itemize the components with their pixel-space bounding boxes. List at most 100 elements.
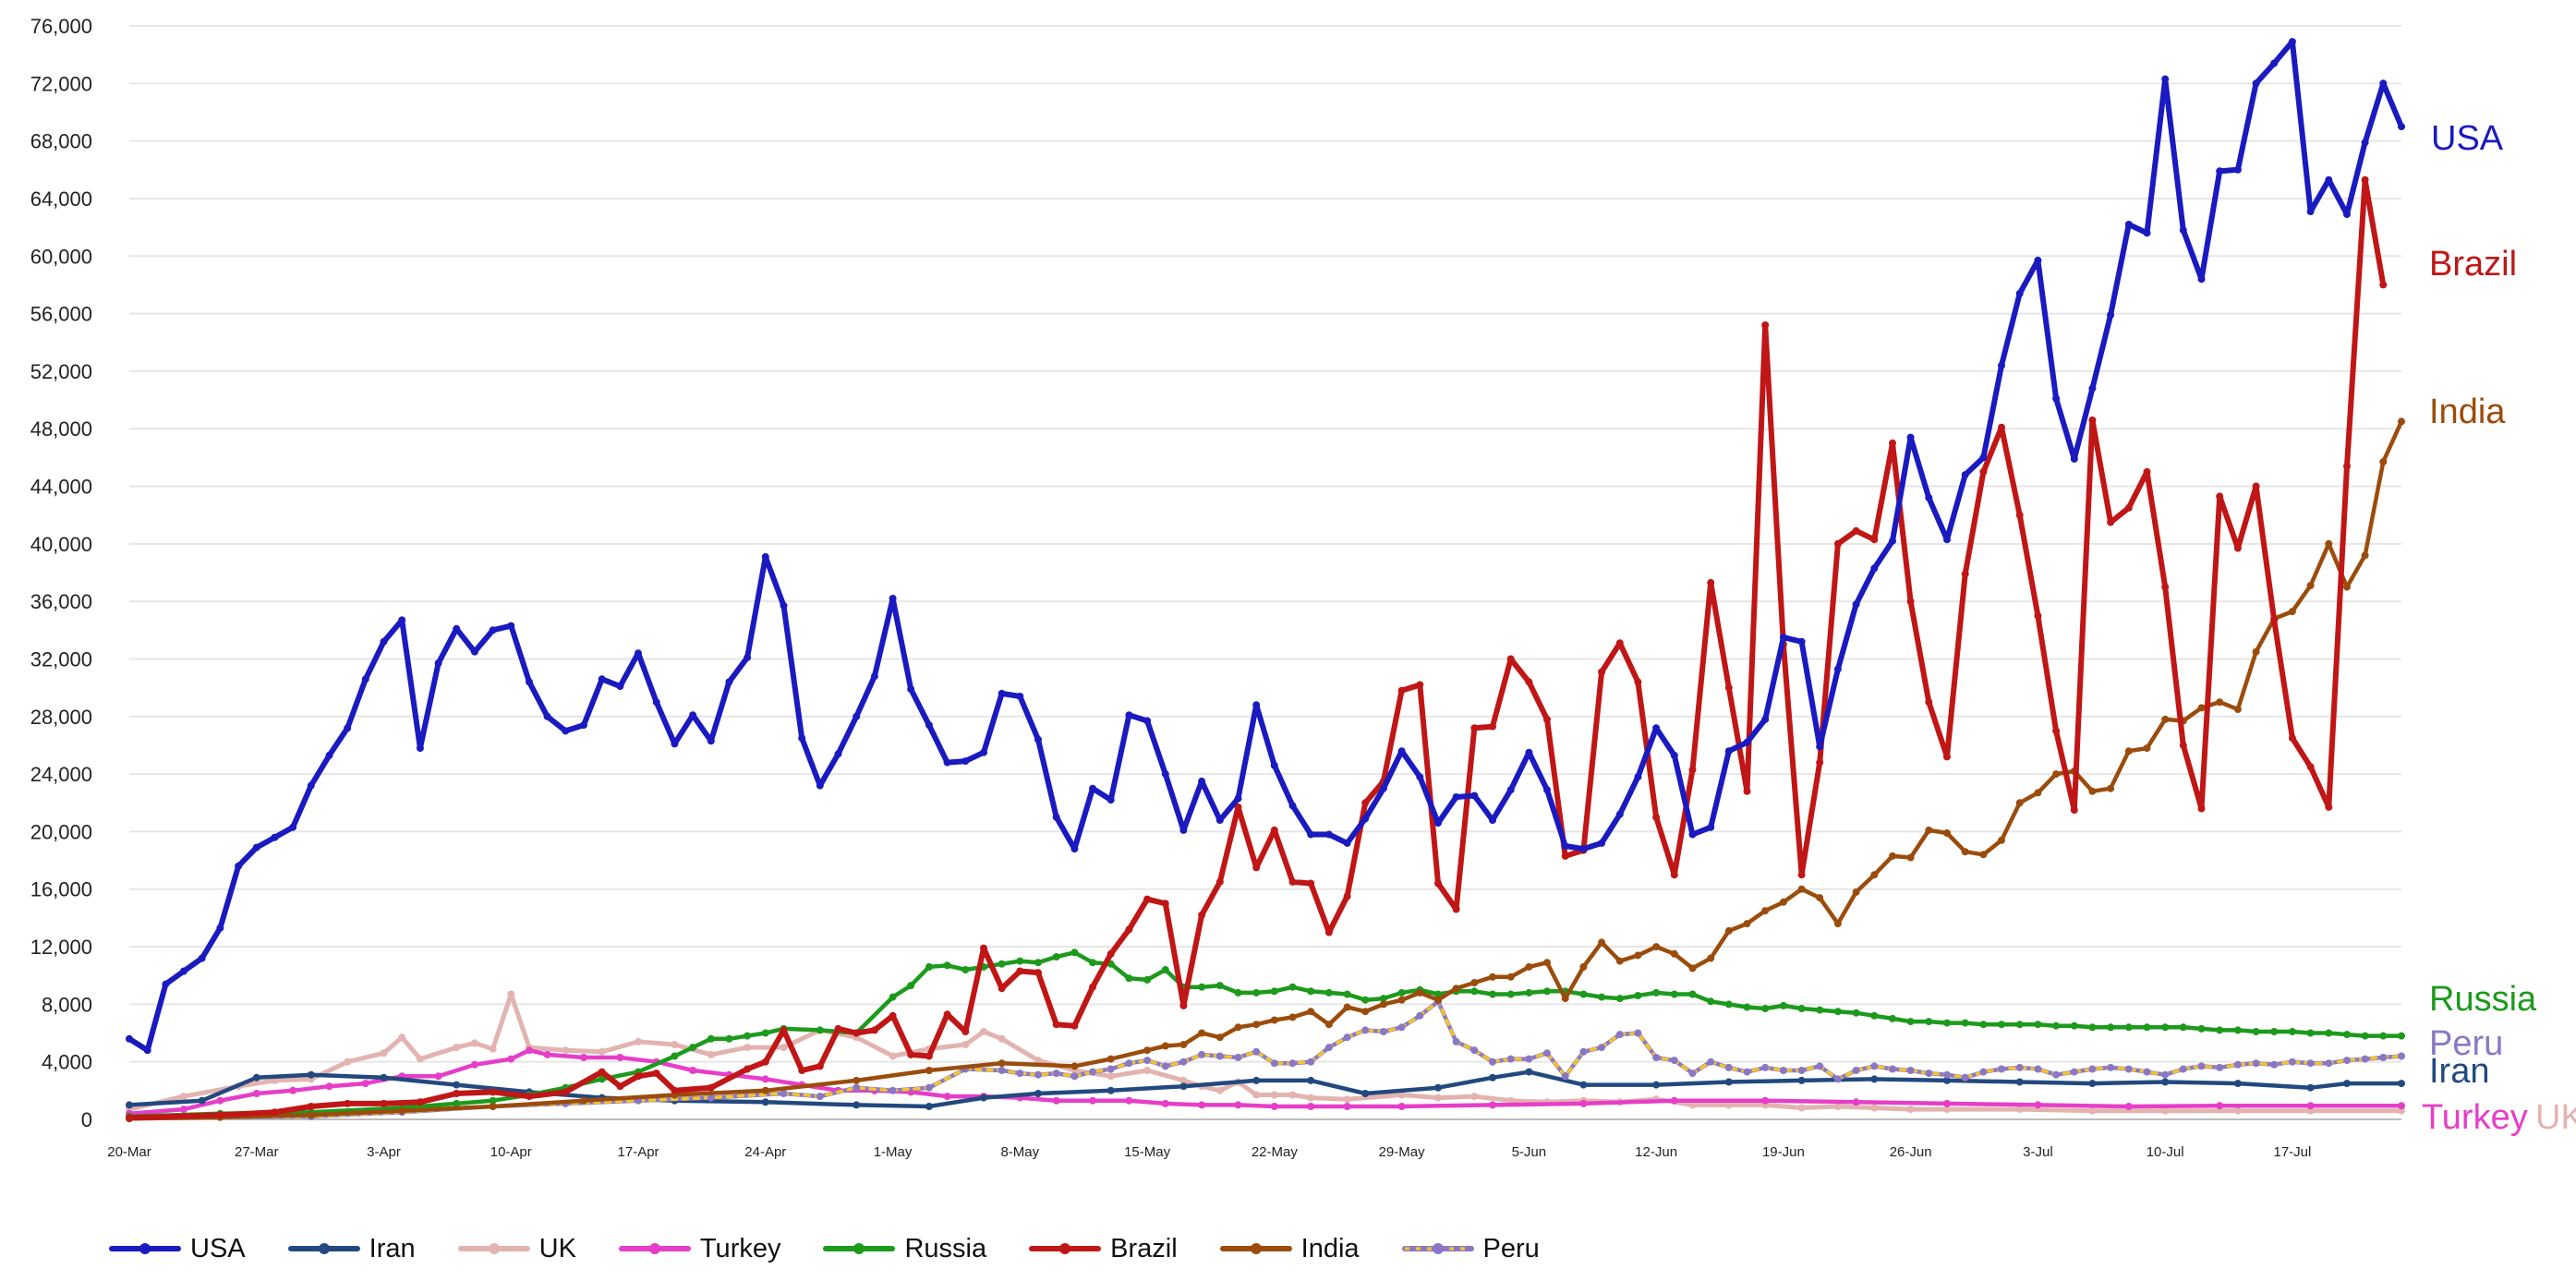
data-point-brazil bbox=[1215, 877, 1224, 886]
data-point-russia bbox=[2052, 1021, 2061, 1030]
data-point-brazil bbox=[2034, 611, 2042, 620]
data-point-russia bbox=[1324, 988, 1333, 997]
y-tick-label: 12,000 bbox=[30, 936, 92, 959]
data-point-peru bbox=[1743, 1068, 1751, 1076]
data-point-usa bbox=[1797, 637, 1806, 646]
data-point-russia bbox=[1198, 983, 1206, 991]
data-point-brazil bbox=[1070, 1021, 1079, 1030]
data-point-usa bbox=[1324, 830, 1333, 839]
data-point-brazil bbox=[1307, 879, 1315, 888]
data-point-usa bbox=[562, 727, 570, 735]
data-point-brazil bbox=[1543, 715, 1551, 723]
data-point-uk bbox=[744, 1044, 752, 1052]
data-point-brazil bbox=[344, 1099, 352, 1107]
data-point-russia bbox=[744, 1032, 752, 1040]
data-point-india bbox=[2343, 583, 2351, 591]
data-point-uk bbox=[1307, 1094, 1315, 1102]
data-point-iran bbox=[1797, 1076, 1806, 1084]
data-point-peru bbox=[1579, 1047, 1588, 1056]
data-point-iran bbox=[925, 1103, 933, 1110]
y-tick-label: 76,000 bbox=[30, 15, 92, 38]
data-point-russia bbox=[998, 960, 1006, 968]
data-point-uk bbox=[1270, 1091, 1278, 1099]
data-point-russia bbox=[1288, 983, 1297, 991]
data-point-peru bbox=[1143, 1057, 1152, 1065]
data-point-peru bbox=[1270, 1059, 1278, 1068]
x-tick-label: 12-Jun bbox=[1635, 1144, 1677, 1160]
data-point-usa bbox=[1816, 743, 1824, 751]
data-point-usa bbox=[980, 748, 987, 756]
data-point-india bbox=[1816, 894, 1824, 902]
data-point-brazil bbox=[1470, 724, 1479, 732]
data-point-russia bbox=[2343, 1031, 2351, 1039]
data-point-iran bbox=[2088, 1080, 2097, 1088]
line-chart: 0 4,000 8,000 12,000 16,000 20,000 24,000 28,00… bbox=[30, 15, 2576, 1160]
data-point-brazil bbox=[2216, 492, 2224, 501]
data-point-uk bbox=[1215, 1086, 1224, 1094]
data-point-india bbox=[2398, 417, 2405, 426]
data-point-usa bbox=[1579, 845, 1588, 853]
data-point-brazil bbox=[1961, 570, 1969, 578]
data-point-iran bbox=[2343, 1080, 2351, 1088]
data-point-brazil bbox=[671, 1086, 679, 1094]
data-point-russia bbox=[889, 993, 897, 1001]
x-tick-label: 5-Jun bbox=[1512, 1144, 1547, 1160]
data-point-turkey bbox=[616, 1054, 624, 1061]
data-point-peru bbox=[2197, 1062, 2206, 1070]
data-point-brazil bbox=[2143, 467, 2151, 476]
data-point-peru bbox=[780, 1090, 788, 1097]
data-point-india bbox=[925, 1067, 933, 1074]
data-point-brazil bbox=[780, 1026, 788, 1034]
data-point-turkey bbox=[1852, 1098, 1860, 1106]
data-point-uk bbox=[2398, 1106, 2405, 1115]
data-point-peru bbox=[2325, 1059, 2333, 1068]
data-point-india bbox=[1070, 1062, 1079, 1070]
data-point-turkey bbox=[2398, 1102, 2405, 1110]
data-point-india bbox=[1179, 1041, 1188, 1048]
data-point-usa bbox=[943, 758, 951, 767]
data-point-peru bbox=[1161, 1062, 1169, 1070]
x-tick-label: 10-Jul bbox=[2147, 1144, 2184, 1160]
data-point-usa bbox=[2252, 79, 2260, 88]
data-point-usa bbox=[1434, 819, 1442, 828]
data-point-turkey bbox=[2034, 1101, 2042, 1109]
data-point-usa bbox=[961, 757, 970, 766]
data-point-india bbox=[2233, 706, 2242, 713]
data-point-turkey bbox=[1670, 1096, 1678, 1105]
data-point-peru bbox=[1779, 1067, 1787, 1074]
data-point-usa bbox=[216, 924, 224, 932]
data-point-russia bbox=[1906, 1018, 1915, 1026]
data-point-uk bbox=[1434, 1094, 1442, 1102]
data-point-peru bbox=[1052, 1070, 1060, 1078]
y-tick-label: 48,000 bbox=[30, 417, 92, 441]
data-point-usa bbox=[1615, 810, 1624, 818]
data-point-usa bbox=[1961, 471, 1969, 479]
data-point-peru bbox=[1870, 1062, 1879, 1070]
data-point-peru bbox=[1089, 1068, 1096, 1076]
data-point-usa bbox=[798, 734, 806, 743]
data-point-uk bbox=[416, 1055, 424, 1063]
y-tick-label: 16,000 bbox=[30, 878, 92, 901]
data-point-usa bbox=[543, 712, 551, 720]
data-point-brazil bbox=[1797, 871, 1806, 879]
data-point-usa bbox=[1070, 845, 1079, 853]
data-point-turkey bbox=[761, 1075, 769, 1083]
y-tick-label: 36,000 bbox=[30, 590, 92, 613]
series-peru bbox=[126, 997, 2405, 1122]
data-point-usa bbox=[271, 833, 279, 841]
data-point-russia bbox=[1670, 990, 1678, 998]
data-point-peru bbox=[1961, 1073, 1969, 1082]
data-point-peru bbox=[707, 1094, 715, 1102]
data-point-russia bbox=[2034, 1021, 2042, 1029]
data-point-brazil bbox=[2233, 544, 2242, 552]
data-point-brazil bbox=[1089, 983, 1096, 991]
data-point-usa bbox=[2270, 59, 2279, 67]
data-point-usa bbox=[1870, 564, 1879, 573]
x-tick-label: 24-Apr bbox=[744, 1144, 786, 1160]
data-point-peru bbox=[816, 1093, 824, 1101]
legend-swatch-india bbox=[1219, 1243, 1292, 1254]
data-point-brazil bbox=[526, 1093, 533, 1101]
data-point-peru bbox=[1688, 1070, 1697, 1078]
data-point-india bbox=[1961, 848, 1969, 856]
data-point-brazil bbox=[216, 1111, 224, 1119]
